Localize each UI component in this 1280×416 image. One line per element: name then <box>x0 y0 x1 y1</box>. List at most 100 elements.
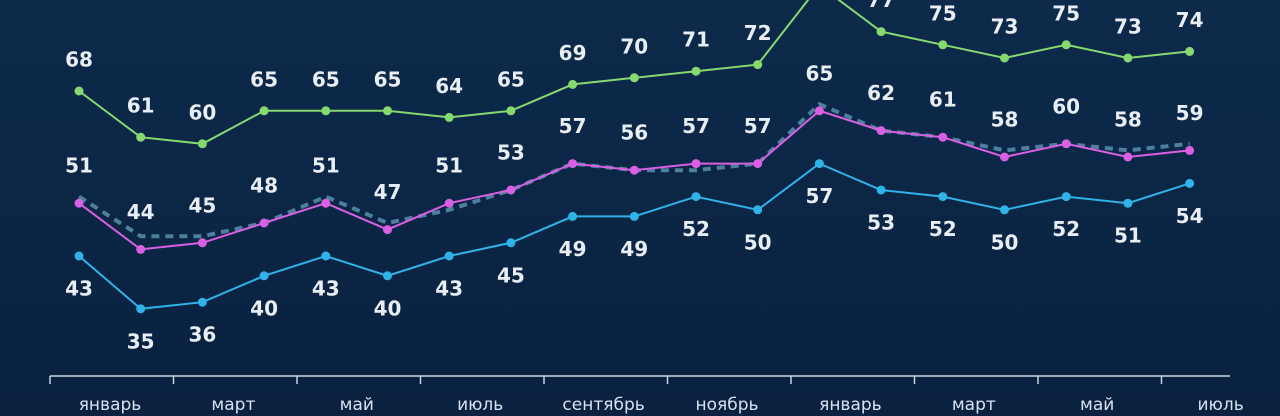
point <box>938 192 948 202</box>
point <box>568 211 578 221</box>
point <box>259 106 269 116</box>
value-label: 40 <box>374 296 402 320</box>
point <box>321 106 331 116</box>
value-label: 62 <box>867 81 895 105</box>
point <box>506 238 516 248</box>
point <box>1185 145 1195 155</box>
point <box>938 40 948 50</box>
value-label: 58 <box>991 108 1019 132</box>
x-tick-label: июль <box>457 395 503 415</box>
point <box>629 165 639 175</box>
point <box>1123 198 1133 208</box>
x-tick-label: май <box>340 395 374 415</box>
point <box>629 211 639 221</box>
value-label: 43 <box>312 277 340 301</box>
point <box>259 271 269 281</box>
value-label: 65 <box>805 61 833 85</box>
value-label: 73 <box>1114 15 1142 39</box>
value-label: 43 <box>65 277 93 301</box>
value-label: 45 <box>497 263 525 287</box>
value-label: 57 <box>559 114 587 138</box>
value-label: 73 <box>991 15 1019 39</box>
x-tick-label: март <box>211 395 255 415</box>
value-label: 52 <box>1052 217 1080 241</box>
x-tick-label: ноябрь <box>695 395 758 415</box>
value-label: 65 <box>312 67 340 91</box>
point <box>383 225 392 235</box>
value-label: 57 <box>744 114 772 138</box>
value-label: 51 <box>65 154 93 178</box>
value-label: 61 <box>929 88 957 112</box>
point <box>74 86 84 96</box>
value-label: 69 <box>559 41 587 65</box>
point <box>444 112 454 122</box>
point <box>629 73 639 83</box>
value-label: 52 <box>929 217 957 241</box>
value-label: 47 <box>374 180 402 204</box>
value-label: 45 <box>188 193 216 217</box>
value-label: 57 <box>682 114 710 138</box>
value-label: 77 <box>867 0 895 12</box>
value-label: 56 <box>620 121 648 145</box>
point <box>444 198 454 208</box>
point <box>814 106 824 116</box>
point <box>197 297 207 307</box>
x-tick-label: январь <box>819 395 882 415</box>
point <box>876 27 886 37</box>
x-tick-label: сентябрь <box>562 395 644 415</box>
point <box>136 132 146 142</box>
point <box>74 251 84 261</box>
point <box>691 66 701 76</box>
point <box>691 192 701 202</box>
value-label: 35 <box>127 329 155 353</box>
point <box>1061 139 1071 149</box>
point <box>753 159 763 169</box>
point <box>321 198 331 208</box>
value-label: 44 <box>127 200 155 224</box>
value-label: 65 <box>250 67 278 91</box>
point <box>1061 40 1071 50</box>
value-label: 75 <box>929 1 957 25</box>
x-tick-label: март <box>952 395 996 415</box>
x-tick-label: май <box>1080 395 1114 415</box>
value-label: 43 <box>435 277 463 301</box>
value-label: 61 <box>127 94 155 118</box>
value-label: 51 <box>1114 224 1142 248</box>
point <box>876 126 886 136</box>
value-label: 72 <box>744 21 772 45</box>
point <box>136 244 146 254</box>
point <box>814 159 824 169</box>
value-label: 54 <box>1176 204 1204 228</box>
point <box>1061 192 1071 202</box>
value-label: 53 <box>867 211 895 235</box>
x-tick-label: июль <box>1197 395 1243 415</box>
point <box>1185 178 1195 188</box>
point <box>753 205 763 215</box>
point <box>753 60 763 70</box>
point <box>197 139 207 149</box>
value-label: 57 <box>805 184 833 208</box>
point <box>74 198 84 208</box>
point <box>568 159 578 169</box>
point <box>1000 152 1009 162</box>
point <box>259 218 269 228</box>
value-label: 65 <box>374 67 402 91</box>
value-label: 52 <box>682 217 710 241</box>
value-label: 50 <box>991 230 1019 254</box>
point <box>1185 46 1195 56</box>
point <box>1000 53 1009 63</box>
value-label: 65 <box>497 67 525 91</box>
value-label: 71 <box>682 28 710 52</box>
point <box>1000 205 1009 215</box>
point <box>876 185 886 195</box>
value-label: 36 <box>188 323 216 347</box>
point <box>197 238 207 248</box>
value-label: 60 <box>188 100 216 124</box>
point <box>1123 152 1133 162</box>
value-label: 53 <box>497 141 525 165</box>
point <box>321 251 331 261</box>
value-label: 51 <box>435 154 463 178</box>
value-label: 64 <box>435 74 463 98</box>
